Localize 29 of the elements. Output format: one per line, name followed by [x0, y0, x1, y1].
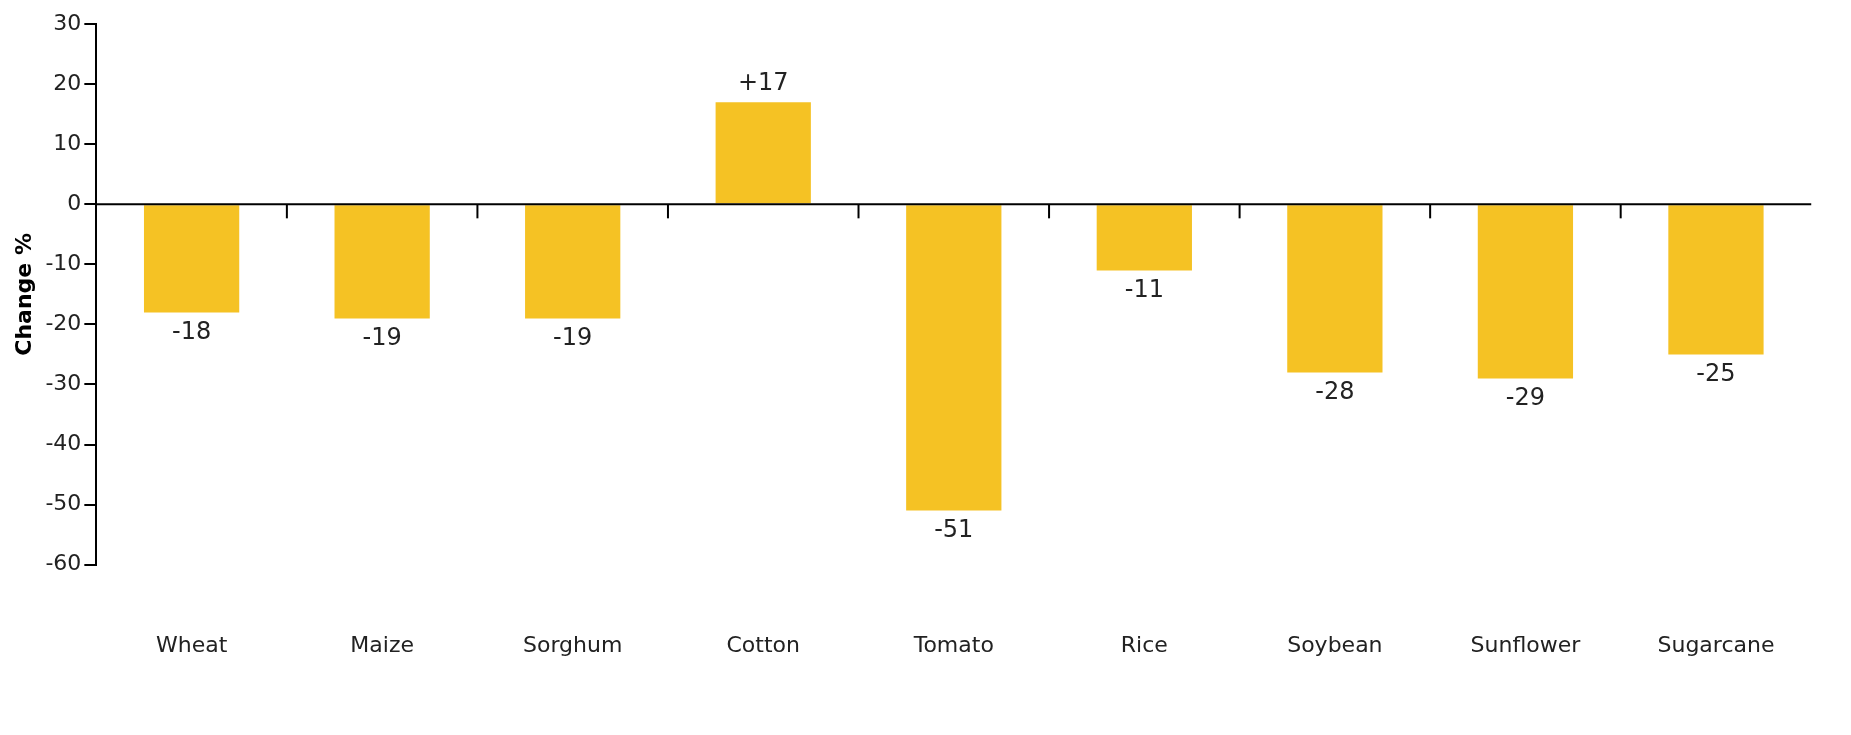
x-tick-label: Sorghum — [523, 631, 623, 657]
y-tick-label: -30 — [45, 370, 82, 396]
y-tick-label: 20 — [53, 69, 82, 95]
x-tick-label: Cotton — [726, 631, 800, 657]
x-tick-label: Wheat — [155, 631, 228, 657]
data-label: +17 — [737, 68, 789, 97]
y-tick-label: -60 — [45, 550, 82, 576]
y-tick-label: 30 — [53, 9, 82, 35]
data-label: -28 — [1315, 376, 1355, 405]
y-axis-title: Change % — [10, 233, 36, 356]
y-tick-label: -40 — [45, 430, 82, 456]
x-tick-label: Tomato — [912, 631, 994, 657]
data-label: -25 — [1696, 358, 1736, 387]
x-tick-label: Sunflower — [1470, 631, 1582, 657]
data-label: -18 — [172, 316, 212, 345]
data-label: -19 — [362, 322, 402, 351]
y-tick-label: -10 — [45, 250, 82, 276]
x-tick-label: Rice — [1120, 631, 1168, 657]
data-label: -19 — [553, 322, 593, 351]
x-tick-label: Soybean — [1287, 631, 1383, 657]
y-tick-label: 10 — [53, 130, 82, 156]
data-label: -29 — [1505, 382, 1546, 411]
y-tick-label: -20 — [45, 310, 82, 336]
y-tick-label: 0 — [67, 190, 82, 216]
data-label: -11 — [1124, 274, 1164, 303]
data-label: -51 — [934, 514, 974, 543]
y-tick-label: -50 — [45, 490, 82, 516]
x-tick-label: Sugarcane — [1657, 631, 1775, 657]
x-tick-label: Maize — [350, 631, 414, 657]
